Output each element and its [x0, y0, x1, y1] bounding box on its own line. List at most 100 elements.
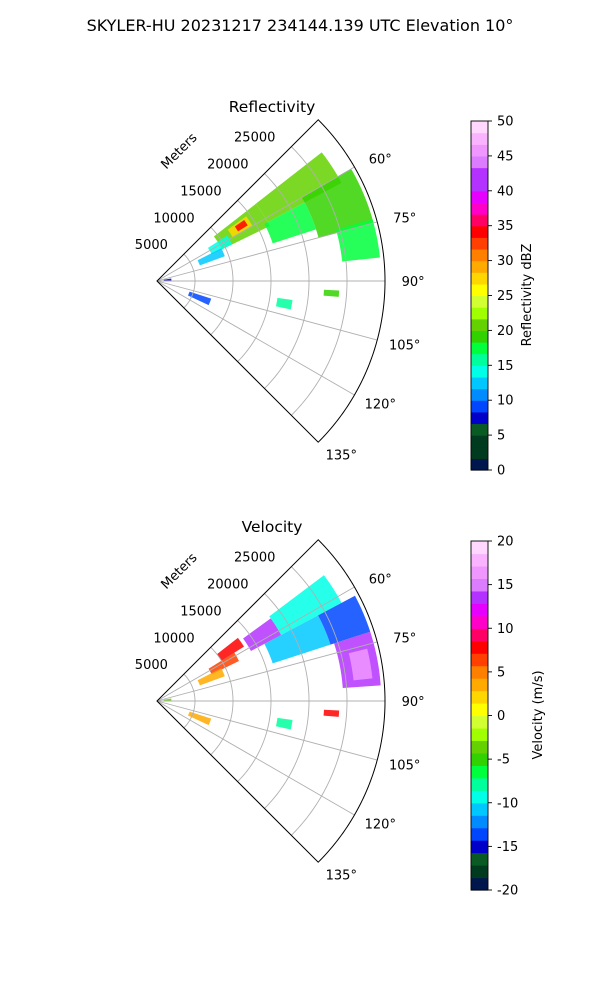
colorbar-tick-label: 45	[497, 149, 514, 164]
azimuth-spoke	[156, 700, 355, 816]
data-region	[255, 152, 342, 223]
data-region	[216, 637, 245, 661]
azimuth-tick-label: 105°	[389, 338, 420, 353]
data-region	[264, 615, 331, 664]
azimuth-tick-label: 60°	[369, 152, 392, 167]
colorbar-segment	[471, 388, 488, 401]
reflectivity-sector-frame	[156, 119, 386, 443]
colorbar-segment	[471, 690, 488, 704]
azimuth-spoke	[156, 700, 378, 761]
colorbar-segment	[471, 865, 488, 879]
colorbar-segment	[471, 777, 488, 791]
colorbar-segment	[471, 295, 488, 308]
radial-tick-label: 25000	[234, 551, 275, 566]
colorbar-segment	[471, 179, 488, 192]
colorbar-segment	[471, 752, 488, 766]
colorbar-segment	[471, 852, 488, 866]
colorbar-segment	[471, 155, 488, 169]
radial-tick-label: 15000	[180, 604, 221, 619]
colorbar-tick-label: 30	[497, 254, 514, 269]
colorbar-segment	[471, 877, 488, 891]
data-region	[275, 717, 293, 730]
azimuth-tick-label: 135°	[326, 448, 357, 463]
colorbar-tick-label: 5	[497, 665, 505, 680]
colorbar-segment	[471, 665, 488, 679]
colorbar-segment	[471, 815, 488, 829]
colorbar-segment	[471, 353, 488, 366]
colorbar-segment	[471, 640, 488, 654]
colorbar-segment	[471, 653, 488, 667]
colorbar-segment	[471, 121, 488, 134]
velocity-colorbar-label: Velocity (m/s)	[531, 670, 546, 759]
colorbar-segment	[471, 365, 488, 378]
radial-tick-label: 5000	[135, 238, 168, 253]
colorbar-segment	[471, 202, 488, 215]
radial-tick-label: 10000	[153, 211, 194, 226]
colorbar-segment	[471, 678, 488, 692]
colorbar-segment	[471, 283, 488, 297]
colorbar-segment	[471, 237, 488, 250]
data-region	[197, 248, 225, 266]
colorbar-segment	[471, 628, 488, 642]
velocity-colorbar: -20 -15 -10 -5 0 5 10 15 20	[470, 535, 518, 899]
reflectivity-tick-labels: 5000 10000 15000 20000 25000 60° 75° 90° 105° 120…	[135, 131, 425, 464]
colorbar-segment	[471, 727, 488, 742]
data-region	[323, 709, 340, 717]
radial-tick-label: 5000	[135, 658, 168, 673]
colorbar-segment	[471, 225, 488, 238]
colorbar-segment	[471, 703, 488, 717]
colorbar-segment	[471, 272, 488, 285]
colorbar-segment	[471, 541, 488, 555]
colorbar-segment	[471, 827, 488, 841]
colorbar-segment	[471, 578, 488, 592]
data-region	[264, 202, 317, 244]
colorbar-segment	[471, 190, 488, 204]
colorbar-tick-label: 15	[497, 359, 514, 374]
radial-tick-label: 20000	[207, 578, 248, 593]
colorbar-segment	[471, 423, 488, 436]
colorbar-segment	[471, 615, 488, 629]
data-region	[269, 575, 342, 635]
azimuth-tick-label: 135°	[326, 868, 357, 883]
reflectivity-colorbar-label: Reflectivity dBZ	[520, 244, 535, 347]
colorbar-segment	[471, 342, 488, 355]
radial-tick-label: 15000	[180, 184, 221, 199]
azimuth-tick-label: 105°	[389, 758, 420, 773]
colorbar-segment	[471, 248, 488, 262]
velocity-title: Velocity	[242, 518, 303, 536]
colorbar-segment	[471, 132, 488, 145]
data-region	[348, 648, 373, 681]
azimuth-tick-label: 120°	[365, 398, 396, 413]
azimuth-spoke	[156, 280, 355, 396]
colorbar-tick-label: 15	[497, 578, 514, 593]
colorbar-tick-label: 35	[497, 219, 514, 234]
colorbar-segment	[471, 553, 488, 567]
colorbar-tick-label: 20	[497, 535, 514, 550]
velocity-radial-label: Meters	[159, 550, 201, 592]
colorbar-segment	[471, 167, 488, 180]
colorbar-segment	[471, 400, 488, 413]
page-title: SKYLER-HU 20231217 234144.139 UTC Elevat…	[86, 16, 514, 35]
colorbar-segment	[471, 790, 488, 804]
data-region	[234, 219, 248, 232]
data-region	[188, 711, 212, 726]
colorbar-segment	[471, 330, 488, 343]
reflectivity-colorbar: 0 5 10 15 20 25 30 35 40 45 50	[470, 115, 514, 479]
data-region	[301, 168, 374, 238]
velocity-tick-labels: 5000 10000 15000 20000 25000 60° 75° 90° 105° 120…	[135, 551, 425, 884]
reflectivity-title: Reflectivity	[229, 98, 316, 116]
azimuth-tick-label: 60°	[369, 572, 392, 587]
azimuth-spoke	[156, 280, 378, 341]
data-region	[163, 278, 172, 281]
radial-tick-label: 10000	[153, 631, 194, 646]
data-region	[275, 297, 293, 310]
radial-tick-label: 20000	[207, 158, 248, 173]
colorbar-segment	[471, 603, 488, 617]
colorbar-segment	[471, 435, 488, 448]
colorbar-segment	[471, 590, 488, 604]
velocity-sector-frame	[156, 539, 386, 863]
colorbar-segment	[471, 307, 488, 320]
data-region	[318, 595, 371, 645]
colorbar-segment	[471, 446, 488, 459]
